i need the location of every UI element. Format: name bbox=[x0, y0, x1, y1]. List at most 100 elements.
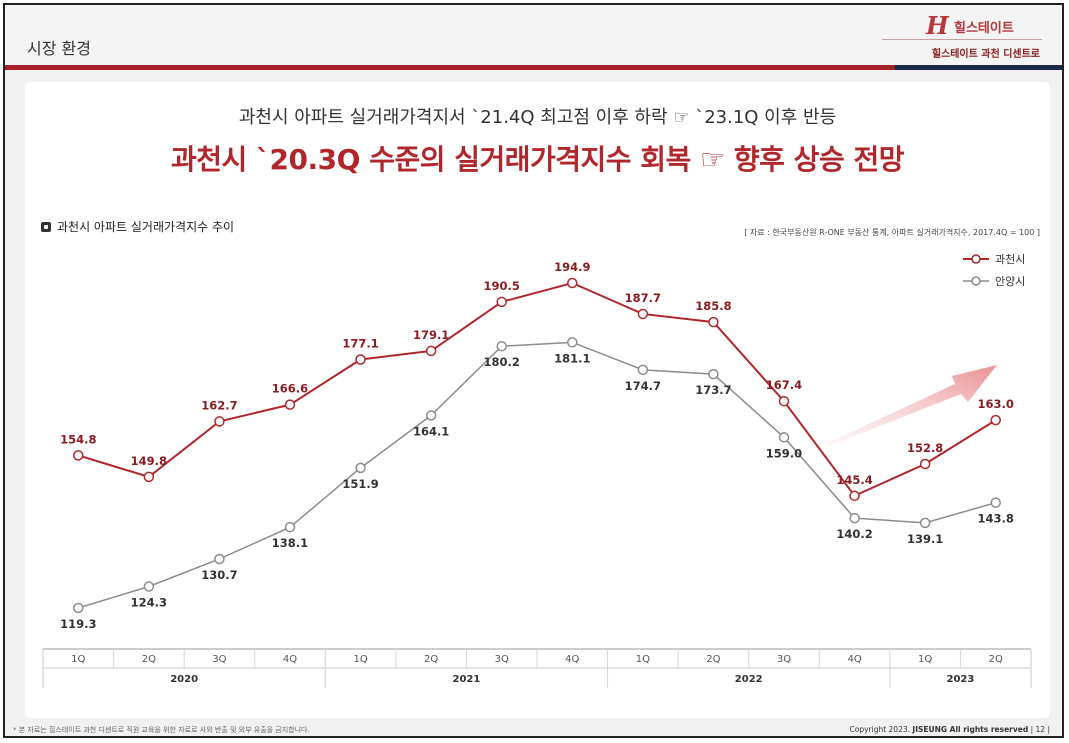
logo-divider bbox=[882, 39, 1042, 40]
content-card: 과천시 아파트 실거래가격지서 `21.4Q 최고점 이후 하락 ☞ `23.1… bbox=[25, 82, 1050, 718]
x-tick-label: 3Q bbox=[777, 654, 791, 665]
series-line-anyang bbox=[78, 341, 996, 609]
footer-note: * 본 자료는 힐스테이트 과천 디센트로 직원 교육을 위한 자료로 사외 반… bbox=[13, 726, 310, 734]
complex-name: 힐스테이트 과천 디센트로 bbox=[931, 49, 1040, 60]
data-point bbox=[708, 316, 719, 328]
data-label: 181.1 bbox=[554, 351, 590, 365]
x-tick-label: 3Q bbox=[212, 654, 226, 665]
header-bar-navy bbox=[895, 65, 1062, 70]
copyright-brand: JISEUNG All rights reserved bbox=[912, 725, 1029, 734]
data-label: 143.8 bbox=[978, 512, 1014, 526]
data-label: 119.3 bbox=[60, 617, 96, 631]
logo-mark-icon: H bbox=[926, 11, 949, 40]
legend-label: 안양시 bbox=[995, 275, 1025, 288]
data-label: 139.1 bbox=[907, 532, 943, 546]
data-point bbox=[284, 521, 296, 533]
data-point bbox=[284, 399, 296, 410]
year-label: 2020 bbox=[170, 674, 198, 685]
data-point bbox=[73, 602, 84, 614]
data-label: 166.6 bbox=[272, 382, 308, 396]
data-label: 152.8 bbox=[907, 441, 943, 455]
data-label: 187.7 bbox=[625, 291, 661, 305]
data-point bbox=[425, 345, 437, 357]
data-source: [ 자료 : 한국부동산원 R-ONE 부동산 통계, 아파트 실거래가격지수,… bbox=[744, 228, 1040, 237]
legend-label: 과천시 bbox=[995, 252, 1025, 266]
series-line-gwacheon bbox=[77, 281, 997, 498]
data-point bbox=[637, 364, 649, 376]
x-tick-label: 2Q bbox=[706, 654, 720, 665]
data-point bbox=[425, 410, 437, 421]
data-label: 180.2 bbox=[484, 355, 520, 369]
data-label: 167.4 bbox=[766, 378, 802, 392]
data-point bbox=[919, 458, 931, 470]
section-title: 시장 환경 bbox=[27, 39, 91, 58]
data-point bbox=[214, 553, 225, 565]
year-label: 2023 bbox=[947, 674, 975, 685]
trend-arrow-icon bbox=[825, 365, 997, 446]
data-label: 140.2 bbox=[836, 527, 872, 541]
data-point bbox=[143, 471, 155, 483]
x-tick-label: 2Q bbox=[989, 654, 1003, 665]
data-label: 177.1 bbox=[342, 337, 378, 351]
chart-title-text: 과천시 아파트 실거래가격지수 추이 bbox=[57, 220, 235, 234]
line-chart: 1Q 2Q 3Q 4Q 1Q 2Q 3Q 4Q 1Q 2Q 3Q 4Q 1Q 2Q 2020 2021 2022… bbox=[42, 252, 1032, 688]
data-point bbox=[567, 337, 578, 348]
data-label: 124.3 bbox=[131, 596, 167, 610]
data-point bbox=[567, 277, 578, 289]
data-point bbox=[214, 416, 225, 427]
data-point bbox=[143, 581, 155, 592]
data-label: 173.7 bbox=[695, 383, 731, 397]
headline: 과천시 `20.3Q 수준의 실거래가격지수 회복 ☞ 향후 상승 전망 bbox=[171, 143, 904, 176]
data-point bbox=[355, 462, 366, 474]
bullet-icon bbox=[41, 222, 51, 232]
copyright-prefix: Copyright 2023. bbox=[849, 725, 911, 734]
header-bar-red bbox=[5, 65, 895, 70]
year-label: 2022 bbox=[735, 674, 763, 685]
data-label: 149.8 bbox=[131, 454, 167, 468]
legend-marker bbox=[971, 276, 981, 286]
data-label: 179.1 bbox=[413, 328, 449, 342]
data-point bbox=[990, 414, 1001, 426]
chart-title: 과천시 아파트 실거래가격지수 추이 bbox=[41, 218, 234, 235]
data-point bbox=[708, 368, 719, 380]
x-tick-label: 2Q bbox=[424, 654, 438, 665]
x-tick-label: 1Q bbox=[353, 654, 367, 665]
data-point bbox=[778, 432, 790, 443]
x-tick-label: 4Q bbox=[283, 654, 297, 665]
data-label: 174.7 bbox=[625, 379, 661, 393]
data-label: 162.7 bbox=[201, 398, 237, 412]
x-tick-label: 2Q bbox=[142, 654, 156, 665]
data-point bbox=[355, 354, 366, 365]
x-tick-label: 4Q bbox=[847, 654, 861, 665]
data-point bbox=[849, 512, 860, 524]
data-point bbox=[496, 340, 507, 352]
data-label: 185.8 bbox=[695, 299, 731, 313]
data-point bbox=[778, 395, 790, 407]
data-label: 163.0 bbox=[978, 397, 1014, 411]
year-label: 2021 bbox=[453, 674, 481, 685]
data-label: 138.1 bbox=[272, 536, 308, 550]
x-tick-label: 1Q bbox=[636, 654, 650, 665]
data-label: 130.7 bbox=[201, 568, 237, 582]
header: 시장 환경 H 힐스테이트 힐스테이트 과천 디센트로 bbox=[5, 5, 1062, 67]
data-label: 151.9 bbox=[342, 477, 378, 491]
data-point bbox=[849, 490, 860, 502]
data-point bbox=[637, 308, 649, 320]
copyright: Copyright 2023. JISEUNG All rights reser… bbox=[850, 725, 1051, 734]
x-tick-label: 3Q bbox=[495, 654, 509, 665]
data-point bbox=[496, 296, 507, 308]
data-label: 154.8 bbox=[60, 432, 96, 446]
data-label: 194.9 bbox=[554, 260, 590, 274]
data-label: 190.5 bbox=[484, 279, 520, 293]
data-point bbox=[990, 497, 1001, 508]
data-label: 145.4 bbox=[836, 473, 872, 487]
logo-text: 힐스테이트 bbox=[954, 21, 1014, 36]
x-tick-label: 1Q bbox=[918, 654, 932, 665]
brand-logo: H 힐스테이트 bbox=[892, 11, 1042, 40]
x-tick-label: 4Q bbox=[565, 654, 579, 665]
data-label: 164.1 bbox=[413, 424, 449, 438]
page-frame: 시장 환경 H 힐스테이트 힐스테이트 과천 디센트로 과천시 아파트 실거래가… bbox=[3, 3, 1064, 738]
legend-marker bbox=[971, 254, 981, 264]
subheadline: 과천시 아파트 실거래가격지서 `21.4Q 최고점 이후 하락 ☞ `23.1… bbox=[238, 107, 837, 128]
x-tick-label: 1Q bbox=[71, 654, 85, 665]
